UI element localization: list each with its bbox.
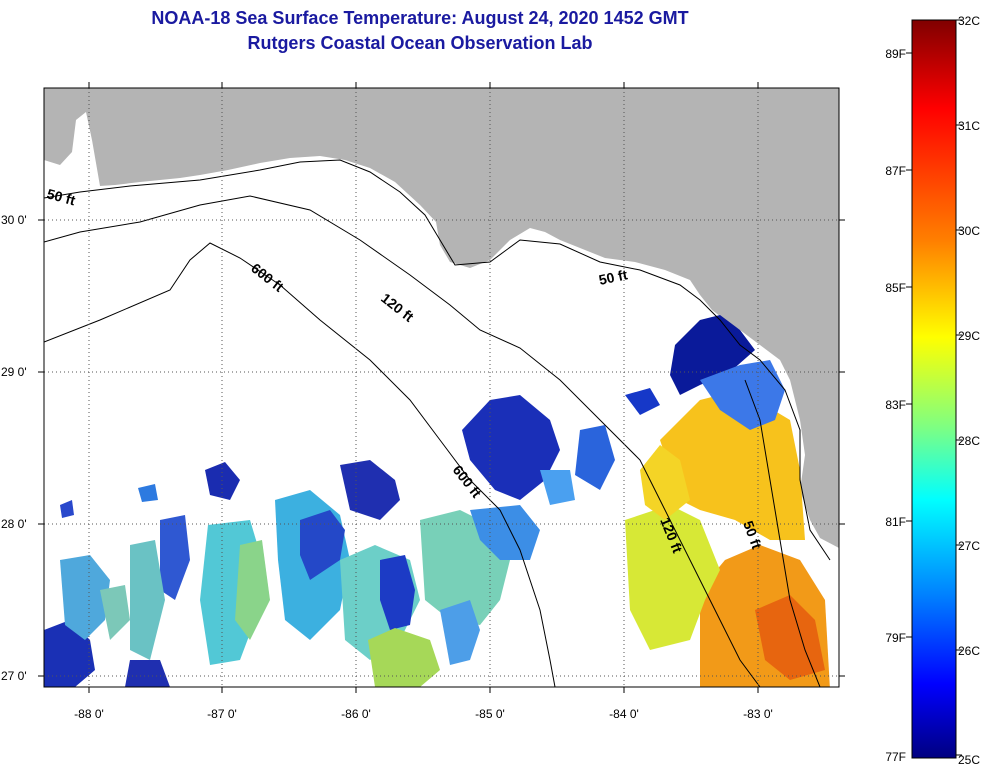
lon-label: -83 0' bbox=[743, 707, 773, 721]
map-title: NOAA-18 Sea Surface Temperature: August … bbox=[151, 8, 689, 28]
map-subtitle: Rutgers Coastal Ocean Observation Lab bbox=[247, 33, 593, 53]
colorbar-f-label: 87F bbox=[885, 164, 906, 178]
colorbar-c-label: 28C bbox=[958, 434, 980, 448]
contour-600ft bbox=[44, 242, 556, 687]
lon-label: -88 0' bbox=[74, 707, 104, 721]
colorbar-f-label: 89F bbox=[885, 47, 906, 61]
lat-label: 29 0' bbox=[1, 365, 27, 379]
contour-lines bbox=[44, 159, 831, 687]
colorbar-f-label: 79F bbox=[885, 631, 906, 645]
map-frame bbox=[43, 87, 840, 688]
graticule bbox=[44, 88, 839, 687]
axis-ticks bbox=[38, 82, 845, 693]
colorbar-f-label: 81F bbox=[885, 515, 906, 529]
contour-50ft bbox=[44, 159, 831, 561]
colorbar bbox=[911, 19, 957, 759]
lon-labels: -88 0' -87 0' -86 0' -85 0' -84 0' -83 0… bbox=[74, 707, 773, 721]
lon-label: -87 0' bbox=[207, 707, 237, 721]
colorbar-c-label: 25C bbox=[958, 753, 980, 767]
lat-label: 30 0' bbox=[1, 213, 27, 227]
colorbar-f-label: 77F bbox=[885, 750, 906, 764]
lat-label: 27 0' bbox=[1, 669, 27, 683]
land-mass bbox=[44, 88, 839, 548]
colorbar-c-label: 27C bbox=[958, 539, 980, 553]
lat-label: 28 0' bbox=[1, 517, 27, 531]
contour-label: 50 ft bbox=[45, 185, 77, 208]
contour-label: 50 ft bbox=[597, 266, 629, 288]
colorbar-f-labels: 89F 87F 85F 83F 81F 79F 77F bbox=[885, 47, 906, 764]
colorbar-c-label: 29C bbox=[958, 329, 980, 343]
contour-50ft-east bbox=[744, 379, 821, 687]
contour-120ft bbox=[44, 195, 761, 687]
sst-data bbox=[44, 315, 830, 687]
lat-labels: 30 0' 29 0' 28 0' 27 0' bbox=[1, 213, 27, 683]
colorbar-f-label: 85F bbox=[885, 281, 906, 295]
colorbar-c-label: 30C bbox=[958, 224, 980, 238]
colorbar-f-label: 83F bbox=[885, 398, 906, 412]
colorbar-c-labels: 32C 31C 30C 29C 28C 27C 26C 25C bbox=[958, 14, 980, 767]
lon-label: -86 0' bbox=[341, 707, 371, 721]
lon-label: -85 0' bbox=[475, 707, 505, 721]
lon-label: -84 0' bbox=[609, 707, 639, 721]
colorbar-c-label: 31C bbox=[958, 119, 980, 133]
colorbar-c-label: 26C bbox=[958, 644, 980, 658]
colorbar-c-label: 32C bbox=[958, 14, 980, 28]
colorbar-ticks bbox=[906, 19, 962, 756]
